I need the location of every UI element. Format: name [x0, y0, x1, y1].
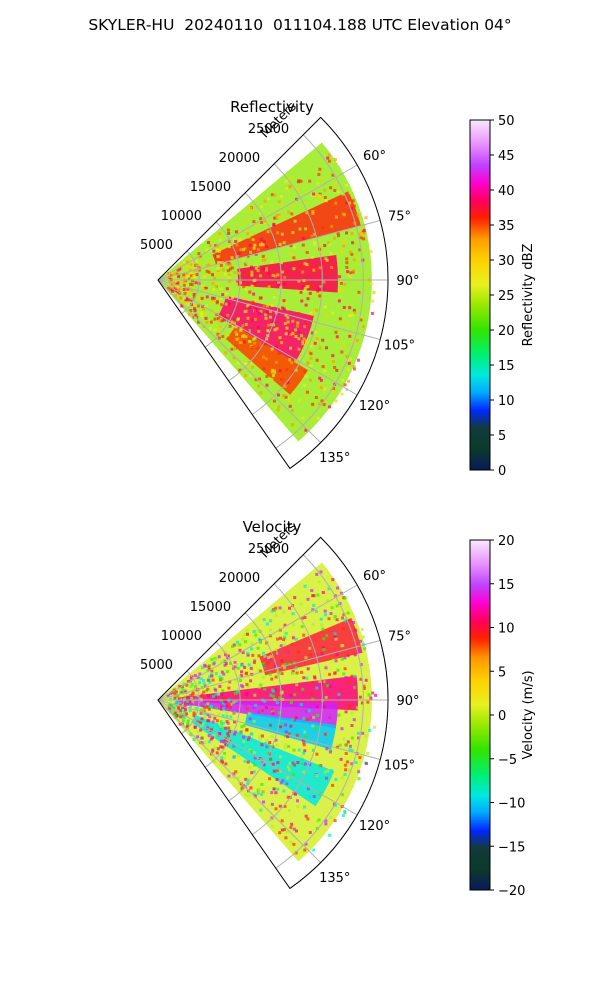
- azimuth-tick-label: 75°: [388, 209, 411, 224]
- colorbar: 0 5 10 15 20 25 30 35 40 45 50 Reflectivity dBZ: [469, 114, 536, 479]
- colorbar-tick-label: 0: [498, 464, 506, 479]
- azimuth-tick-label: 60°: [363, 149, 386, 164]
- polar-panel-velocity: Velocity500010000150002000025000Meters60…: [140, 518, 536, 899]
- radial-tick-label: 25000: [248, 542, 289, 557]
- subplot-title: Reflectivity: [230, 98, 314, 116]
- radial-tick-label: 10000: [161, 629, 202, 644]
- colorbar-tick-label: 20: [498, 324, 515, 339]
- azimuth-gridline: [157, 699, 321, 863]
- azimuth-gridline: [157, 219, 381, 281]
- field-band: [244, 712, 337, 750]
- radial-gridline: [251, 163, 323, 415]
- polar-grid: [157, 554, 388, 869]
- azimuth-gridline: [157, 584, 358, 701]
- azimuth-gridline: [157, 164, 358, 281]
- field-band: [259, 617, 363, 676]
- radial-gridline: [181, 250, 200, 315]
- radial-tick-label: 15000: [190, 180, 231, 195]
- polar-frame: [157, 536, 389, 890]
- radar-field: [158, 562, 378, 862]
- radial-gridline: [228, 192, 282, 382]
- radial-tick-label: 5000: [140, 238, 173, 253]
- colorbar-tick-label: −10: [498, 797, 525, 812]
- radial-gridline: [251, 583, 323, 835]
- radial-tick-label: 15000: [190, 600, 231, 615]
- radial-tick-label: 5000: [140, 658, 173, 673]
- colorbar-tick-label: 5: [498, 665, 506, 680]
- azimuth-gridline: [157, 699, 381, 761]
- colorbar-tick-label: 10: [498, 394, 515, 409]
- radial-gridline: [204, 641, 241, 768]
- colorbar-tick-label: 5: [498, 429, 506, 444]
- colorbar-tick-label: 15: [498, 578, 515, 593]
- azimuth-tick-label: 75°: [388, 629, 411, 644]
- radial-gridline: [181, 670, 200, 735]
- radial-gridline: [204, 221, 241, 348]
- colorbar-tick-label: 40: [498, 184, 515, 199]
- colorbar-tick-label: 20: [498, 534, 515, 549]
- radial-tick-label: 25000: [248, 122, 289, 137]
- field-band: [218, 295, 314, 363]
- colorbar-tick-label: 35: [498, 219, 515, 234]
- polar-panel-reflectivity: Reflectivity500010000150002000025000Mete…: [140, 98, 536, 479]
- polar-frame: [157, 116, 389, 470]
- colorbar-tick-label: 45: [498, 149, 515, 164]
- azimuth-gridline: [157, 279, 358, 396]
- radial-tick-label: 10000: [161, 209, 202, 224]
- radial-gridline: [228, 612, 282, 802]
- colorbar-tick-label: 15: [498, 359, 515, 374]
- colorbar-scale: [469, 539, 491, 891]
- azimuth-tick-label: 105°: [384, 339, 415, 354]
- field-band: [237, 254, 338, 293]
- colorbar-label: Velocity (m/s): [521, 670, 536, 759]
- colorbar-tick-label: 0: [498, 709, 506, 724]
- colorbar-tick-label: 25: [498, 289, 515, 304]
- azimuth-tick-label: 90°: [396, 694, 419, 709]
- colorbar-tick-label: −5: [498, 753, 517, 768]
- subplot-title: Velocity: [243, 518, 302, 536]
- azimuth-gridline: [157, 639, 381, 701]
- radial-tick-label: 20000: [219, 571, 260, 586]
- radar-field: [158, 142, 376, 442]
- radial-gridline: [275, 134, 364, 449]
- azimuth-tick-label: 105°: [384, 759, 415, 774]
- colorbar: −20 −15 −10 −5 0 5 10 15 20 Velocity (m/s): [469, 534, 536, 899]
- radial-tick-label: 20000: [219, 151, 260, 166]
- azimuth-tick-label: 90°: [396, 274, 419, 289]
- azimuth-gridline: [157, 699, 358, 816]
- figure-title: SKYLER-HU 20240110 011104.188 UTC Elevat…: [88, 16, 512, 34]
- colorbar-tick-label: 50: [498, 114, 515, 129]
- azimuth-tick-label: 135°: [319, 451, 350, 466]
- colorbar-tick-label: −20: [498, 884, 525, 899]
- azimuth-tick-label: 135°: [319, 871, 350, 886]
- colorbar-scale: [469, 119, 491, 471]
- colorbar-label: Reflectivity dBZ: [521, 244, 536, 347]
- field-band: [225, 326, 309, 395]
- colorbar-tick-label: 30: [498, 254, 515, 269]
- colorbar-tick-label: 10: [498, 622, 515, 637]
- colorbar-tick-label: −15: [498, 840, 525, 855]
- azimuth-tick-label: 60°: [363, 569, 386, 584]
- polar-grid: [157, 134, 388, 449]
- azimuth-gridline: [157, 279, 321, 443]
- azimuth-gridline: [157, 279, 381, 341]
- azimuth-tick-label: 120°: [359, 399, 390, 414]
- azimuth-tick-label: 120°: [359, 819, 390, 834]
- radial-gridline: [275, 554, 364, 869]
